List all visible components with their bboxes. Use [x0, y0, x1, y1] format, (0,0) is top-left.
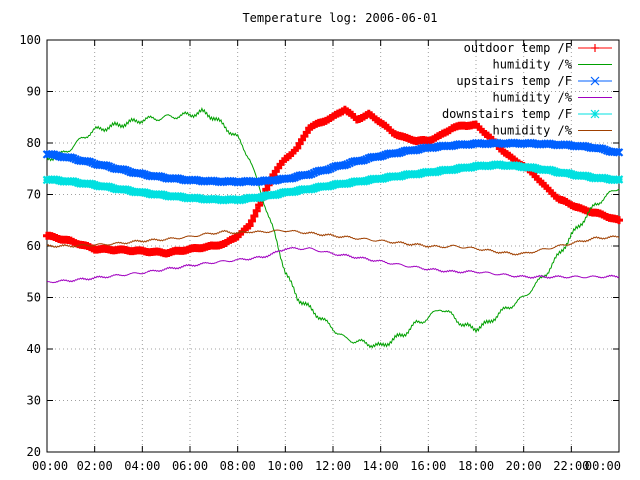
legend-marker: [590, 109, 600, 119]
y-tick-label: 30: [27, 394, 41, 408]
y-tick-label: 60: [27, 239, 41, 253]
x-tick-label: 04:00: [124, 459, 160, 473]
x-tick-label: 10:00: [267, 459, 303, 473]
legend-label: humidity /%: [493, 124, 573, 138]
series-line: [46, 229, 620, 256]
legend-entry: humidity /%: [493, 91, 612, 105]
x-tick-label: 12:00: [315, 459, 351, 473]
series-line: [46, 163, 620, 201]
legend-marker: [591, 44, 599, 52]
legend-entry: upstairs temp /F: [456, 74, 612, 88]
y-tick-label: 90: [27, 85, 41, 99]
legend-entry: humidity /%: [493, 124, 612, 138]
legend-label: downstairs temp /F: [442, 107, 572, 121]
legend-entry: humidity /%: [493, 58, 612, 72]
x-axis: 00:00 02:00 04:00 06:00 08:00 10:00 12:00 14:00…: [32, 40, 621, 473]
y-tick-label: 50: [27, 291, 41, 305]
series-layer: [42, 105, 624, 349]
series-line: [46, 246, 620, 284]
series-line: [46, 107, 620, 349]
x-tick-label: 00:00: [32, 459, 68, 473]
series-5: [42, 160, 624, 205]
legend-label: outdoor temp /F: [464, 41, 572, 55]
legend: outdoor temp /F humidity /% upstairs temp …: [442, 41, 612, 138]
legend-entry: downstairs temp /F: [442, 107, 612, 121]
legend-entry: outdoor temp /F: [464, 41, 612, 55]
x-tick-label: 06:00: [172, 459, 208, 473]
legend-marker: [590, 76, 600, 86]
series-4: [46, 246, 620, 284]
y-tick-label: 70: [27, 188, 41, 202]
x-tick-label: 22:00: [553, 459, 589, 473]
y-tick-label: 20: [27, 445, 41, 459]
legend-label: humidity /%: [493, 58, 573, 72]
x-tick-label: 20:00: [506, 459, 542, 473]
x-tick-label: 08:00: [220, 459, 256, 473]
x-tick-label: 18:00: [458, 459, 494, 473]
y-tick-label: 40: [27, 342, 41, 356]
chart-title: Temperature log: 2006-06-01: [242, 11, 437, 25]
y-axis: 20 30 40 50 60 70 80 90 100: [19, 33, 619, 459]
x-tick-label: 00:00: [585, 459, 621, 473]
x-tick-label: 14:00: [363, 459, 399, 473]
y-tick-label: 100: [19, 33, 41, 47]
series-line: [46, 141, 620, 184]
legend-label: upstairs temp /F: [456, 74, 572, 88]
series-6: [46, 229, 620, 256]
series-2: [46, 107, 620, 349]
grid-lines: [47, 40, 619, 452]
series-3: [42, 138, 624, 187]
x-tick-label: 16:00: [410, 459, 446, 473]
x-tick-label: 02:00: [77, 459, 113, 473]
legend-label: humidity /%: [493, 91, 573, 105]
y-tick-label: 80: [27, 136, 41, 150]
